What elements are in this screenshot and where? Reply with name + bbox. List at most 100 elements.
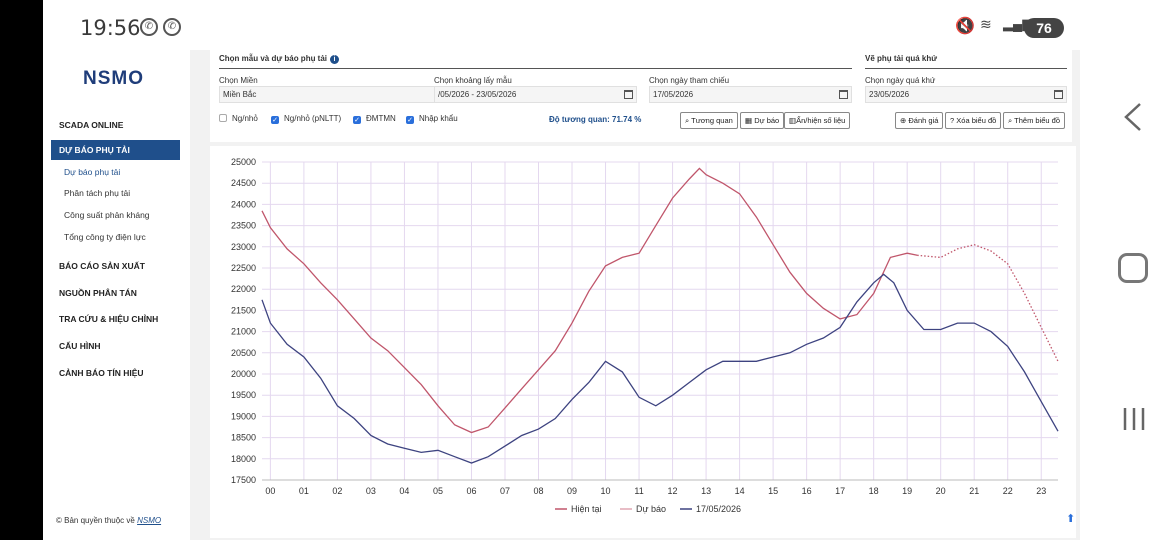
settings-icon: ⊕ <box>900 116 907 125</box>
menu-bao-cao-san-xuat[interactable]: BÁO CÁO SẢN XUẤT <box>59 261 145 271</box>
series-line-2 <box>261 273 1059 464</box>
sample-group-title: Chọn mẫu và dự báo phụ tải i <box>219 54 340 64</box>
x-tick-label: 07 <box>500 486 510 496</box>
calendar-icon[interactable] <box>624 90 633 99</box>
back-icon[interactable] <box>1120 100 1146 134</box>
load-chart: 25000 24500 24000 23500 23000 22500 22000 21500… <box>231 157 1059 514</box>
x-tick-label: 19 <box>902 486 912 496</box>
divider <box>219 68 852 69</box>
correlate-button[interactable]: ⌕ Tương quan <box>680 112 738 129</box>
submenu-tong-cong-ty-dien-luc[interactable]: Tổng công ty điện lực <box>64 232 146 242</box>
status-bar: 19:56 ✆ ✆ 🔇 ≋ ▂▄▆ 76 <box>0 0 1170 50</box>
x-tick-label: 10 <box>601 486 611 496</box>
y-tick-label: 21000 <box>231 327 256 337</box>
x-tick-label: 02 <box>332 486 342 496</box>
x-tick-label: 08 <box>533 486 543 496</box>
x-tick-label: 03 <box>366 486 376 496</box>
y-tick-label: 25000 <box>231 157 256 167</box>
series-line-1 <box>917 244 1059 362</box>
y-tick-label: 19500 <box>231 390 256 400</box>
x-tick-label: 22 <box>1003 486 1013 496</box>
range-label: Chọn khoảng lấy mẫu <box>434 76 512 85</box>
search-icon: ⌕ <box>1008 116 1013 125</box>
checkbox-dmtmn[interactable]: ✓ ĐMTMN <box>353 114 396 124</box>
copyright-text: © Bản quyền thuộc về <box>56 516 135 525</box>
chart-panel: 25000 24500 24000 23500 23000 22500 22000 21500… <box>210 146 1076 538</box>
menu-scada-online[interactable]: SCADA ONLINE <box>59 120 124 130</box>
y-tick-label: 20500 <box>231 348 256 358</box>
x-tick-label: 11 <box>634 486 643 496</box>
logo-text: NSMO <box>83 68 144 89</box>
y-tick-label: 17500 <box>231 475 256 485</box>
checkbox-ng-nho[interactable]: Ng/nhỏ <box>219 114 258 123</box>
menu-cau-hinh[interactable]: CẤU HÌNH <box>59 341 101 351</box>
x-tick-label: 16 <box>802 486 812 496</box>
checkbox-box[interactable]: ✓ <box>353 116 361 124</box>
y-tick-label: 24000 <box>231 199 256 209</box>
x-tick-label: 14 <box>735 486 745 496</box>
past-group-title: Vẽ phụ tải quá khứ <box>865 54 938 63</box>
x-tick-label: 23 <box>1036 486 1046 496</box>
divider <box>865 68 1067 69</box>
ref-date-input[interactable]: 17/05/2026 <box>649 86 852 103</box>
checkbox-box[interactable] <box>219 114 227 122</box>
y-tick-label: 18500 <box>231 433 256 443</box>
y-tick-label: 18000 <box>231 454 256 464</box>
y-tick-label: 24500 <box>231 178 256 188</box>
table-icon: ▦ <box>745 116 753 125</box>
submenu-du-bao-phu-tai[interactable]: Dự báo phụ tải <box>64 167 121 177</box>
x-tick-label: 12 <box>668 486 678 496</box>
ref-date-label: Chọn ngày tham chiếu <box>649 76 730 85</box>
x-tick-label: 04 <box>399 486 409 496</box>
y-tick-label: 19000 <box>231 411 256 421</box>
x-tick-label: 17 <box>835 486 845 496</box>
x-tick-label: 21 <box>969 486 979 496</box>
help-icon: ? <box>950 116 955 125</box>
calendar-icon[interactable] <box>1054 90 1063 99</box>
x-tick-label: 05 <box>433 486 443 496</box>
status-time: 19:56 <box>80 16 141 40</box>
x-tick-label: 06 <box>466 486 476 496</box>
series-line-0 <box>261 167 918 434</box>
calendar-icon[interactable] <box>839 90 848 99</box>
checkbox-box[interactable]: ✓ <box>406 116 414 124</box>
menu-tra-cuu-hieu-chinh[interactable]: TRA CỨU & HIỆU CHỈNH <box>59 314 159 324</box>
x-tick-label: 18 <box>869 486 879 496</box>
nsmo-logo[interactable]: NSMO <box>83 68 144 90</box>
forecast-button[interactable]: ▦ Dự báo <box>740 112 785 129</box>
x-tick-label: 09 <box>567 486 577 496</box>
toggle-data-button[interactable]: ▥Ẩn/hiện số liệu <box>784 112 851 129</box>
y-tick-label: 20000 <box>231 369 256 379</box>
search-icon: ⌕ <box>685 116 690 125</box>
clear-chart-button[interactable]: ? Xóa biểu đồ <box>945 112 1002 129</box>
region-select[interactable]: Miền Bắc⌄ <box>219 86 448 103</box>
home-icon[interactable] <box>1118 253 1148 283</box>
sidebar: NSMO ≡ SCADA ONLINE DỰ BÁO PHỤ TẢI Dự bá… <box>43 50 197 540</box>
mute-icon: 🔇 <box>955 18 975 35</box>
x-tick-label: 13 <box>701 486 711 496</box>
legend-label: Dự báo <box>636 504 666 514</box>
region-label: Chọn Miền <box>219 76 258 85</box>
battery-indicator: 76 <box>1024 18 1064 38</box>
copyright-link[interactable]: NSMO <box>137 516 162 525</box>
x-tick-label: 15 <box>768 486 778 496</box>
recent-apps-icon[interactable] <box>1120 405 1148 433</box>
past-date-input[interactable]: 23/05/2026 <box>865 86 1067 103</box>
scroll-top-icon[interactable]: ⬆ <box>1066 513 1076 525</box>
y-tick-label: 23500 <box>231 221 256 231</box>
legend-label: Hiện tại <box>571 504 602 514</box>
checkbox-nhap-khau[interactable]: ✓ Nhập khẩu <box>406 114 458 124</box>
menu-canh-bao-tin-hieu[interactable]: CẢNH BÁO TÍN HIỆU <box>59 368 144 378</box>
menu-nguon-phan-tan[interactable]: NGUỒN PHÂN TÁN <box>59 288 137 298</box>
add-chart-button[interactable]: ⌕ Thêm biểu đồ <box>1003 112 1066 129</box>
evaluate-button[interactable]: ⊕ Đánh giá <box>895 112 944 129</box>
checkbox-box[interactable]: ✓ <box>271 116 279 124</box>
checkbox-ng-nho-pnltt[interactable]: ✓ Ng/nhỏ (pNLTT) <box>271 114 342 124</box>
submenu-phan-tach-phu-tai[interactable]: Phân tách phụ tải <box>64 188 131 198</box>
x-tick-label: 20 <box>936 486 946 496</box>
info-icon[interactable]: i <box>330 55 340 64</box>
range-input[interactable]: /05/2026 - 23/05/2026 <box>434 86 637 103</box>
menu-du-bao-phu-tai[interactable]: DỰ BÁO PHỤ TẢI <box>51 140 180 160</box>
submenu-cong-suat-phan-khang[interactable]: Công suất phản kháng <box>64 210 150 220</box>
main-content: Chọn mẫu và dự báo phụ tải i Vẽ phụ tải q… <box>190 50 1080 540</box>
